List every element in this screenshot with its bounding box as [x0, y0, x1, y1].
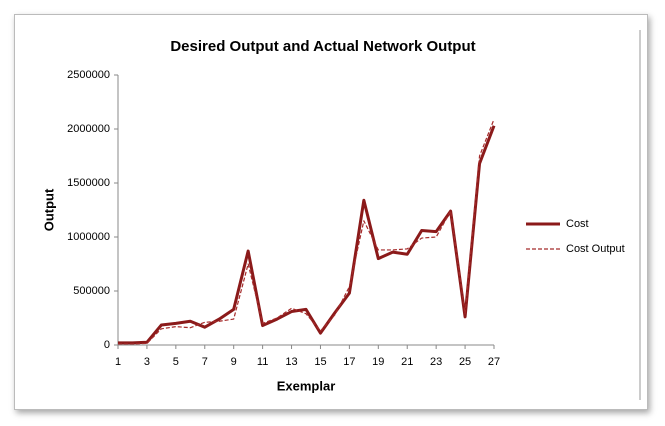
y-tick-label: 500000: [73, 285, 110, 297]
x-tick-label: 25: [459, 356, 471, 368]
x-tick-label: 23: [430, 356, 442, 368]
y-tick-label: 2500000: [67, 69, 110, 81]
x-tick-label: 11: [257, 356, 268, 368]
x-tick-label: 27: [488, 356, 500, 368]
x-tick-label: 15: [314, 356, 326, 368]
y-axis-label: Output: [41, 188, 56, 231]
legend-label: Cost: [566, 218, 589, 230]
y-tick-label: 2000000: [67, 123, 110, 135]
x-tick-label: 21: [401, 356, 413, 368]
chart-title: Desired Output and Actual Network Output: [170, 38, 475, 55]
x-tick-label: 13: [285, 356, 297, 368]
x-tick-label: 3: [144, 356, 150, 368]
x-tick-label: 19: [372, 356, 384, 368]
x-tick-label: 17: [343, 356, 355, 368]
y-tick-label: 1000000: [67, 231, 110, 243]
x-tick-label: 7: [202, 356, 208, 368]
legend-label: Cost Output: [566, 243, 625, 255]
x-axis-label: Exemplar: [277, 378, 336, 393]
x-tick-label: 5: [173, 356, 179, 368]
series-line: [118, 119, 495, 345]
x-tick-label: 9: [231, 356, 237, 368]
x-tick-label: 1: [115, 356, 121, 368]
y-tick-label: 1500000: [67, 177, 110, 189]
y-tick-label: 0: [104, 339, 110, 351]
series-line: [118, 125, 496, 345]
